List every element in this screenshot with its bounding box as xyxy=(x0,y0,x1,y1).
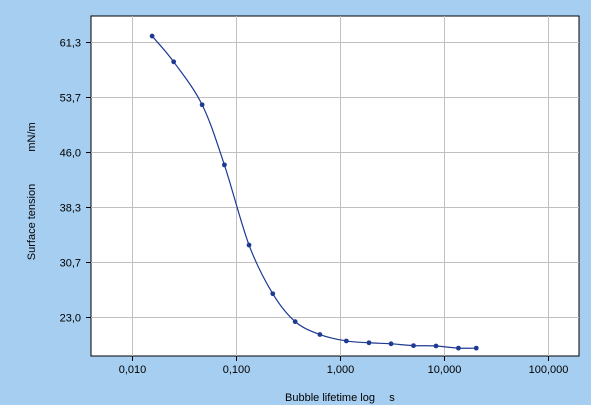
y-tick-label: 23,0 xyxy=(60,313,81,325)
plot-area xyxy=(90,15,580,357)
data-point xyxy=(246,242,252,248)
x-axis-label: Bubble lifetime log xyxy=(285,392,375,404)
x-axis-unit: s xyxy=(389,392,395,404)
data-point xyxy=(433,343,439,349)
x-tick-label: 1,000 xyxy=(327,364,355,376)
data-point xyxy=(388,341,394,347)
data-point xyxy=(473,345,479,351)
grid xyxy=(91,16,579,356)
data-point xyxy=(270,291,276,297)
y-axis-label: Surface tension xyxy=(26,184,38,260)
x-tick-label: 10,000 xyxy=(428,364,462,376)
y-tick-label: 46,0 xyxy=(60,148,81,160)
axis-labels: Bubble lifetime log s Surface tension mN… xyxy=(26,122,395,404)
data-point xyxy=(292,319,298,325)
axis-ticks: 0,010 0,100 1,000 10,000 100,000 23,0 30,7 38,3… xyxy=(60,38,569,377)
x-tick-label: 100,000 xyxy=(529,364,569,376)
y-tick-label: 61,3 xyxy=(60,38,81,50)
data-point xyxy=(411,343,416,349)
data-point xyxy=(149,33,155,39)
data-point xyxy=(317,332,323,337)
y-tick-label: 53,7 xyxy=(60,93,81,105)
data-point xyxy=(221,162,227,168)
y-axis-unit: mN/m xyxy=(26,122,38,151)
y-tick-label: 30,7 xyxy=(60,258,81,270)
data-point xyxy=(171,59,177,65)
data-point xyxy=(456,345,461,351)
data-point xyxy=(343,338,349,344)
y-tick-label: 38,3 xyxy=(60,203,81,215)
data-point xyxy=(199,102,205,108)
x-tick-label: 0,010 xyxy=(119,364,147,376)
series xyxy=(149,33,479,351)
x-tick-label: 0,100 xyxy=(223,364,251,376)
data-point xyxy=(366,340,372,346)
